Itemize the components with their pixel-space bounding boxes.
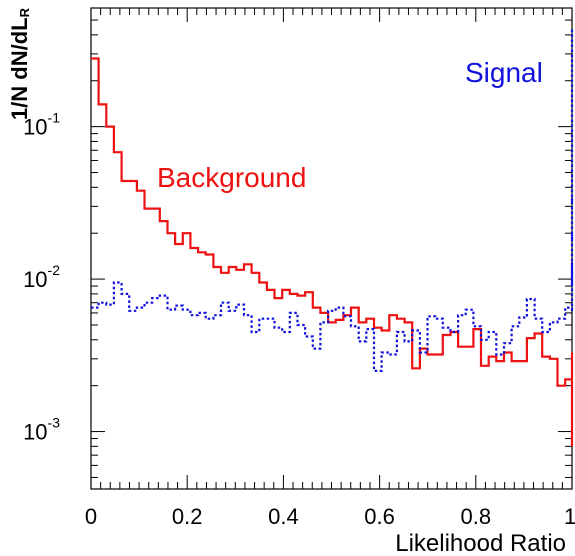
y-axis-label: 1/N dN/dLR bbox=[7, 7, 32, 120]
y-axis-ticks: 10-310-210-1 bbox=[23, 19, 572, 478]
y-tick-base: 10 bbox=[23, 420, 47, 445]
x-tick-label: 0 bbox=[85, 504, 97, 529]
y-axis-label-main: 1/N dN/dL bbox=[7, 17, 32, 120]
y-axis-label-subscript: R bbox=[17, 7, 32, 17]
y-tick-base: 10 bbox=[23, 115, 47, 140]
y-tick-exponent: -3 bbox=[48, 415, 61, 431]
series-layer bbox=[91, 27, 574, 447]
x-tick-label: 0.4 bbox=[268, 504, 299, 529]
signal-series-label: Signal bbox=[465, 57, 543, 88]
series-signal-histogram bbox=[91, 27, 574, 372]
y-tick-label: 10-3 bbox=[23, 415, 60, 445]
series-background-histogram bbox=[91, 57, 574, 447]
x-tick-label: 0.8 bbox=[461, 504, 492, 529]
y-tick-exponent: -2 bbox=[48, 262, 61, 278]
y-tick-exponent: -1 bbox=[48, 110, 61, 126]
x-tick-label: 0.6 bbox=[364, 504, 395, 529]
y-tick-base: 10 bbox=[23, 267, 47, 292]
x-tick-label: 0.2 bbox=[172, 504, 203, 529]
background-series-label: Background bbox=[157, 162, 306, 193]
y-tick-label: 10-1 bbox=[23, 110, 60, 140]
x-tick-label: 1 bbox=[564, 504, 575, 529]
y-tick-label: 10-2 bbox=[23, 262, 60, 292]
x-axis-ticks: 0 0.2 0.4 0.6 0.8 1 bbox=[85, 8, 575, 529]
x-axis-label: Likelihood Ratio bbox=[395, 530, 566, 556]
